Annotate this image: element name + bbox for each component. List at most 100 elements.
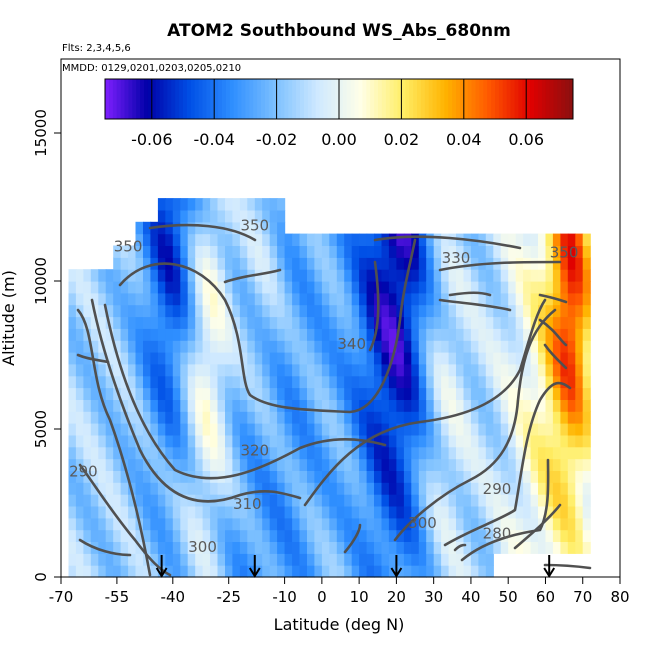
heatmap-cell	[433, 328, 442, 341]
heatmap-cell	[232, 210, 241, 223]
colorbar-tick-label: 0.04	[446, 130, 482, 149]
heatmap-cell	[508, 363, 517, 377]
heatmap-cell	[180, 517, 189, 531]
heatmap-cell	[359, 352, 368, 365]
heatmap-cell	[299, 340, 308, 353]
heatmap-cell	[247, 399, 256, 412]
heatmap-cell	[433, 269, 442, 282]
heatmap-cell	[202, 198, 211, 211]
heatmap-cell	[180, 470, 189, 483]
heatmap-cell	[463, 352, 472, 365]
heatmap-cell	[530, 269, 539, 282]
heatmap-cell	[254, 411, 263, 424]
colorbar-swatch	[249, 79, 254, 119]
heatmap-cell	[418, 434, 427, 448]
heatmap-cell	[426, 506, 435, 519]
heatmap-cell	[202, 565, 211, 578]
heatmap-cell	[575, 281, 584, 294]
heatmap-cell	[247, 517, 256, 531]
heatmap-cell	[157, 387, 166, 400]
heatmap-cell	[545, 446, 554, 460]
heatmap-cell	[366, 233, 375, 246]
heatmap-cell	[239, 340, 248, 353]
heatmap-cell	[366, 553, 375, 566]
heatmap-cell	[552, 529, 561, 542]
heatmap-cell	[269, 352, 278, 365]
heatmap-cell	[321, 387, 330, 400]
colorbar-swatch	[292, 79, 297, 119]
heatmap-cell	[344, 506, 353, 519]
heatmap-cell	[180, 316, 189, 329]
heatmap-cell	[567, 541, 576, 554]
heatmap-cell	[120, 565, 129, 578]
heatmap-cell	[508, 269, 517, 282]
heatmap-cell	[411, 446, 420, 460]
heatmap-cell	[187, 446, 196, 460]
heatmap-cell	[135, 257, 144, 270]
heatmap-cell	[225, 517, 234, 531]
heatmap-cell	[172, 506, 181, 519]
heatmap-cell	[187, 352, 196, 365]
heatmap-cell	[314, 292, 323, 306]
heatmap-cell	[277, 470, 286, 483]
heatmap-cell	[299, 328, 308, 341]
heatmap-cell	[135, 375, 144, 389]
heatmap-cell	[448, 387, 457, 400]
heatmap-cell	[515, 517, 524, 531]
heatmap-cell	[180, 198, 189, 211]
heatmap-cell	[515, 399, 524, 412]
heatmap-cell	[344, 257, 353, 270]
heatmap-cell	[113, 328, 122, 341]
heatmap-cell	[396, 375, 405, 389]
heatmap-cell	[277, 411, 286, 424]
heatmap-cell	[307, 529, 316, 542]
heatmap-cell	[329, 233, 338, 246]
heatmap-cell	[202, 387, 211, 400]
heatmap-cell	[217, 245, 226, 258]
heatmap-cell	[351, 387, 360, 400]
heatmap-cell	[463, 529, 472, 542]
heatmap-cell	[128, 506, 137, 519]
heatmap-cell	[426, 269, 435, 282]
heatmap-cell	[83, 494, 92, 507]
heatmap-cell	[165, 541, 174, 554]
heatmap-cell	[418, 363, 427, 377]
heatmap-cell	[135, 281, 144, 294]
heatmap-cell	[150, 494, 159, 507]
contour-line	[538, 318, 568, 347]
contour-label: 310	[233, 495, 262, 513]
heatmap-cell	[157, 316, 166, 329]
heatmap-cell	[299, 423, 308, 436]
heatmap-cell	[374, 328, 383, 341]
heatmap-cell	[232, 565, 241, 578]
heatmap-cell	[225, 292, 234, 306]
heatmap-cell	[582, 316, 591, 329]
heatmap-cell	[187, 553, 196, 566]
heatmap-cell	[530, 517, 539, 531]
heatmap-cell	[470, 494, 479, 507]
heatmap-cell	[470, 482, 479, 495]
heatmap-cell	[292, 387, 301, 400]
heatmap-cell	[582, 482, 591, 495]
heatmap-cell	[187, 257, 196, 270]
heatmap-cell	[500, 340, 509, 353]
heatmap-cell	[210, 233, 219, 246]
heatmap-cell	[493, 352, 502, 365]
heatmap-cell	[545, 423, 554, 436]
heatmap-cell	[172, 375, 181, 389]
heatmap-cell	[75, 316, 84, 329]
heatmap-cell	[411, 423, 420, 436]
heatmap-cell	[314, 399, 323, 412]
heatmap-cell	[247, 529, 256, 542]
heatmap-cell	[254, 399, 263, 412]
heatmap-cell	[485, 529, 494, 542]
contour-line	[343, 523, 362, 554]
heatmap-cell	[351, 506, 360, 519]
heatmap-cell	[307, 423, 316, 436]
heatmap-cell	[254, 210, 263, 223]
heatmap-cell	[232, 375, 241, 389]
heatmap-cell	[478, 494, 487, 507]
heatmap-cell	[195, 541, 204, 554]
heatmap-cell	[426, 375, 435, 389]
heatmap-cell	[329, 399, 338, 412]
